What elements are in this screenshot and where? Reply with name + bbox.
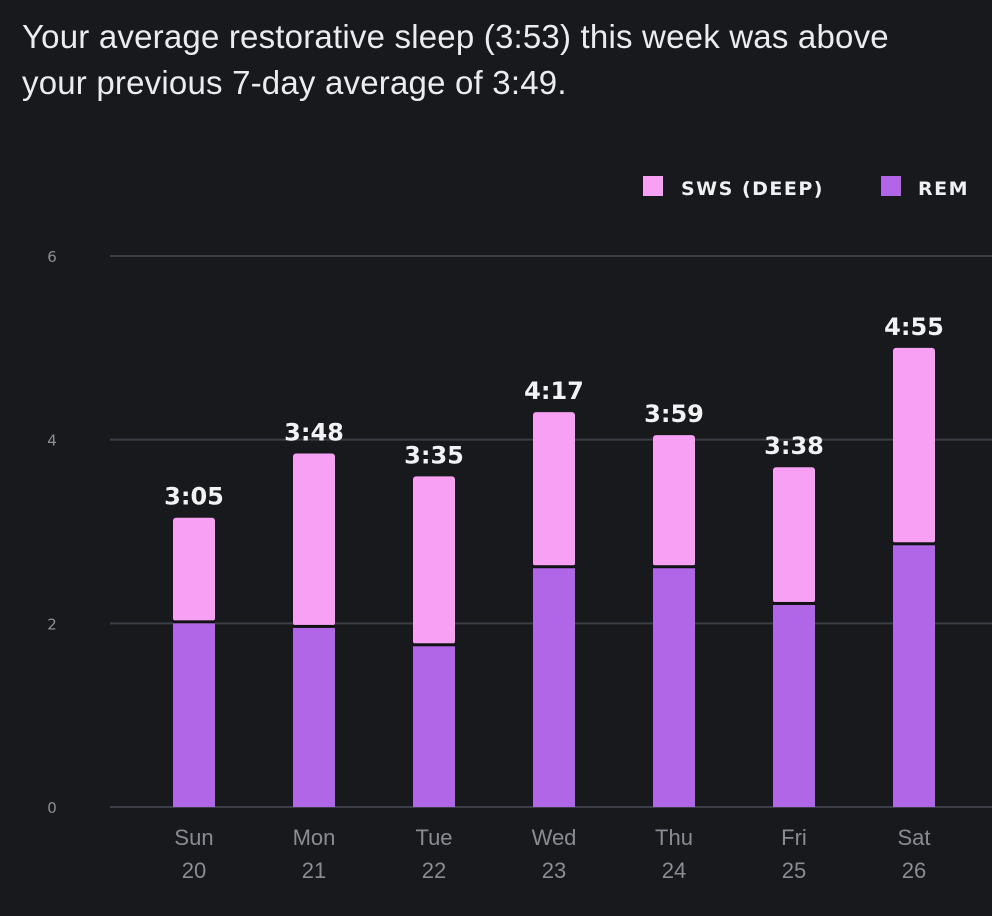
bar-value-label: 3:35 [404,441,464,469]
bar-sws-fri [773,467,815,603]
bar-value-label: 4:17 [524,377,584,405]
bar-value-label: 3:48 [284,418,344,446]
headline: Your average restorative sleep (3:53) th… [22,14,982,106]
y-tick-label: 4 [47,432,57,450]
headline-line-1: Your average restorative sleep (3:53) th… [22,18,889,55]
x-tick-day-label: Mon [293,825,336,850]
bar-rem-sat [893,545,935,807]
x-tick-day-label: Thu [655,825,693,850]
bar-value-label: 3:59 [644,400,704,428]
y-tick-label: 2 [47,615,57,633]
bar-sws-mon [293,453,335,626]
bar-segment-divider [893,542,935,546]
bar-segment-divider [293,624,335,628]
legend-label-sws: SWS (DEEP) [681,178,824,200]
bar-value-label: 4:55 [884,313,944,341]
bar-sws-tue [413,476,455,645]
x-tick-day-label: Sat [897,825,930,850]
x-tick-day-label: Fri [781,825,807,850]
bar-segment-divider [653,565,695,569]
bar-sws-thu [653,435,695,567]
x-tick-date-label: 21 [302,858,326,883]
bar-rem-sun [173,623,215,807]
y-tick-label: 6 [47,248,57,266]
headline-line-2: your previous 7-day average of 3:49. [22,64,567,101]
x-tick-day-label: Wed [532,825,577,850]
bar-rem-mon [293,627,335,807]
bar-sws-sat [893,347,935,544]
bar-rem-thu [653,568,695,807]
legend-label-rem: REM [918,178,969,200]
x-tick-date-label: 25 [782,858,806,883]
x-tick-day-label: Sun [174,825,213,850]
bar-value-label: 3:38 [764,432,824,460]
legend-swatch-sws [643,176,663,196]
bar-rem-tue [413,646,455,807]
bar-rem-fri [773,604,815,807]
x-tick-date-label: 22 [422,858,446,883]
bar-segment-divider [413,643,455,647]
bar-value-label: 3:05 [164,483,224,511]
bar-segment-divider [173,620,215,624]
x-tick-day-label: Tue [415,825,452,850]
x-tick-date-label: 24 [662,858,686,883]
x-tick-date-label: 20 [182,858,206,883]
bar-segment-divider [533,565,575,569]
y-tick-label: 0 [47,799,57,817]
x-tick-date-label: 26 [902,858,926,883]
bar-sws-wed [533,412,575,567]
bar-rem-wed [533,568,575,807]
bar-sws-sun [173,517,215,622]
x-tick-date-label: 23 [542,858,566,883]
legend-swatch-rem [881,176,901,196]
bar-segment-divider [773,601,815,605]
